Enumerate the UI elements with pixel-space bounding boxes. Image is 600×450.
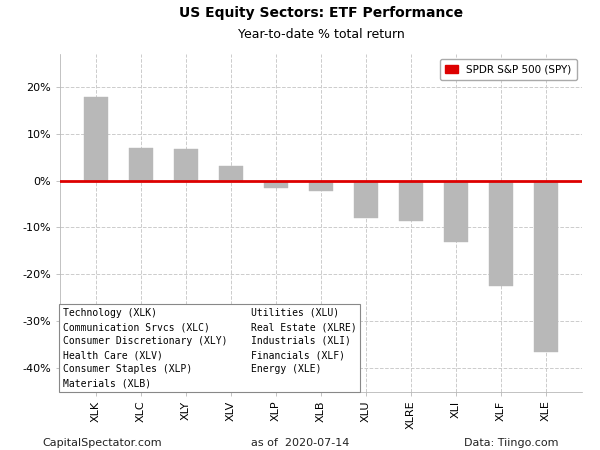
Bar — [308, 180, 334, 191]
Bar — [218, 166, 244, 180]
Text: Technology (XLK)                Utilities (XLU)
Communication Srvcs (XLC)       : Technology (XLK) Utilities (XLU) Communi… — [62, 308, 356, 388]
Bar — [263, 180, 289, 188]
Bar — [533, 180, 558, 351]
Bar — [173, 148, 199, 180]
Text: Data: Tiingo.com: Data: Tiingo.com — [464, 438, 558, 448]
Legend: SPDR S&P 500 (SPY): SPDR S&P 500 (SPY) — [440, 59, 577, 80]
Bar — [84, 97, 109, 180]
Bar — [398, 180, 424, 221]
Text: as of  2020-07-14: as of 2020-07-14 — [251, 438, 349, 448]
Text: Year-to-date % total return: Year-to-date % total return — [238, 27, 404, 40]
Bar — [443, 180, 469, 242]
Bar — [129, 148, 154, 180]
Bar — [353, 180, 379, 218]
Text: US Equity Sectors: ETF Performance: US Equity Sectors: ETF Performance — [179, 6, 463, 20]
Text: CapitalSpectator.com: CapitalSpectator.com — [42, 438, 161, 448]
Bar — [488, 180, 513, 286]
